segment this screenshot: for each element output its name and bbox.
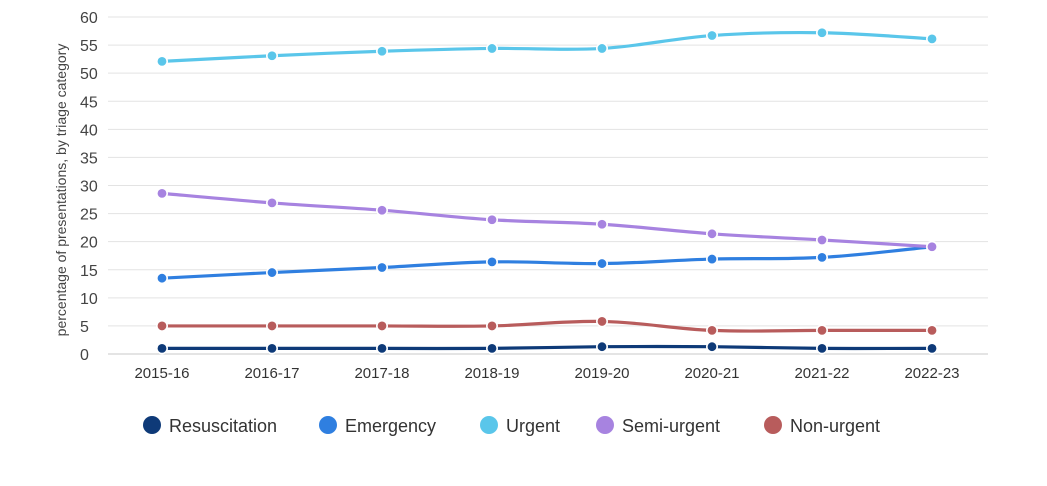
y-tick-label: 5	[80, 319, 89, 336]
y-tick-label: 35	[80, 150, 98, 167]
series-line-semi-urgent	[160, 191, 934, 249]
data-point-emergency[interactable]	[375, 261, 388, 274]
legend-marker	[764, 416, 782, 434]
data-point-urgent[interactable]	[156, 55, 169, 68]
series-semi-urgent	[156, 187, 938, 253]
data-point-urgent[interactable]	[265, 49, 278, 62]
legend-item-semi-urgent[interactable]: Semi-urgent	[596, 416, 720, 436]
y-tick-label: 25	[80, 207, 98, 224]
data-point-urgent[interactable]	[925, 32, 938, 45]
legend-item-resuscitation[interactable]: Resuscitation	[143, 416, 277, 436]
legend-marker	[480, 416, 498, 434]
data-point-emergency[interactable]	[815, 251, 828, 264]
y-tick-label: 60	[80, 10, 98, 27]
y-tick-label: 10	[80, 291, 98, 308]
data-point-non-urgent[interactable]	[265, 319, 278, 332]
y-tick-label: 30	[80, 179, 98, 196]
series-line-non-urgent	[160, 319, 934, 333]
data-point-non-urgent[interactable]	[485, 319, 498, 332]
y-axis-label: percentage of presentations, by triage c…	[53, 44, 69, 337]
y-tick-label: 55	[80, 38, 98, 55]
data-point-urgent[interactable]	[705, 29, 718, 42]
data-point-emergency[interactable]	[156, 272, 169, 285]
y-tick-label: 40	[80, 122, 98, 139]
legend-item-urgent[interactable]: Urgent	[480, 416, 560, 436]
data-point-resuscitation[interactable]	[595, 340, 608, 353]
data-point-non-urgent[interactable]	[375, 319, 388, 332]
x-tick-label: 2020-21	[684, 365, 739, 382]
data-point-resuscitation[interactable]	[705, 340, 718, 353]
data-point-semi-urgent[interactable]	[485, 213, 498, 226]
data-point-semi-urgent[interactable]	[265, 196, 278, 209]
data-point-semi-urgent[interactable]	[705, 227, 718, 240]
x-tick-label: 2022-23	[904, 365, 959, 382]
legend: Resuscitation Emergency Urgent Semi-urgent N…	[143, 416, 880, 436]
series-line-emergency	[160, 245, 934, 280]
x-axis-ticks: 2015-16 2016-17 2017-18 2018-19 2019-20 2020-…	[134, 365, 959, 382]
data-point-emergency[interactable]	[705, 253, 718, 266]
data-point-resuscitation[interactable]	[815, 342, 828, 355]
legend-marker	[143, 416, 161, 434]
data-point-non-urgent[interactable]	[595, 315, 608, 328]
data-point-resuscitation[interactable]	[925, 342, 938, 355]
data-point-resuscitation[interactable]	[485, 342, 498, 355]
x-tick-label: 2016-17	[244, 365, 299, 382]
data-point-semi-urgent[interactable]	[815, 233, 828, 246]
x-tick-label: 2021-22	[794, 365, 849, 382]
series-line-resuscitation	[160, 344, 934, 351]
data-point-urgent[interactable]	[595, 42, 608, 55]
legend-label: Resuscitation	[169, 416, 277, 436]
y-axis-ticks: 0 5 10 15 20 25 30 35 40 45 50 55 60	[80, 10, 98, 364]
y-tick-label: 50	[80, 66, 98, 83]
y-tick-label: 20	[80, 235, 98, 252]
legend-marker	[319, 416, 337, 434]
x-tick-label: 2018-19	[464, 365, 519, 382]
data-point-urgent[interactable]	[485, 42, 498, 55]
data-point-semi-urgent[interactable]	[925, 240, 938, 253]
series-lines	[156, 26, 938, 355]
data-point-non-urgent[interactable]	[705, 324, 718, 337]
data-point-semi-urgent[interactable]	[156, 187, 169, 200]
data-point-urgent[interactable]	[815, 26, 828, 39]
data-point-non-urgent[interactable]	[156, 319, 169, 332]
data-point-urgent[interactable]	[375, 45, 388, 58]
series-emergency	[156, 240, 938, 285]
data-point-emergency[interactable]	[595, 257, 608, 270]
data-point-emergency[interactable]	[485, 255, 498, 268]
series-line-urgent	[160, 30, 934, 63]
legend-item-emergency[interactable]: Emergency	[319, 416, 436, 436]
y-tick-label: 0	[80, 347, 89, 364]
x-tick-label: 2015-16	[134, 365, 189, 382]
grid-lines	[108, 16, 988, 355]
data-point-semi-urgent[interactable]	[375, 204, 388, 217]
data-point-semi-urgent[interactable]	[595, 218, 608, 231]
data-point-resuscitation[interactable]	[265, 342, 278, 355]
x-tick-label: 2019-20	[574, 365, 629, 382]
x-tick-label: 2017-18	[354, 365, 409, 382]
data-point-non-urgent[interactable]	[815, 324, 828, 337]
data-point-resuscitation[interactable]	[156, 342, 169, 355]
legend-label: Non-urgent	[790, 416, 880, 436]
data-point-resuscitation[interactable]	[375, 342, 388, 355]
series-resuscitation	[156, 340, 938, 355]
legend-label: Urgent	[506, 416, 560, 436]
y-tick-label: 15	[80, 263, 98, 280]
data-point-non-urgent[interactable]	[925, 324, 938, 337]
legend-label: Semi-urgent	[622, 416, 720, 436]
legend-item-non-urgent[interactable]: Non-urgent	[764, 416, 880, 436]
legend-marker	[596, 416, 614, 434]
legend-label: Emergency	[345, 416, 436, 436]
series-non-urgent	[156, 315, 938, 337]
series-urgent	[156, 26, 938, 68]
data-point-emergency[interactable]	[265, 266, 278, 279]
y-tick-label: 45	[80, 94, 98, 111]
